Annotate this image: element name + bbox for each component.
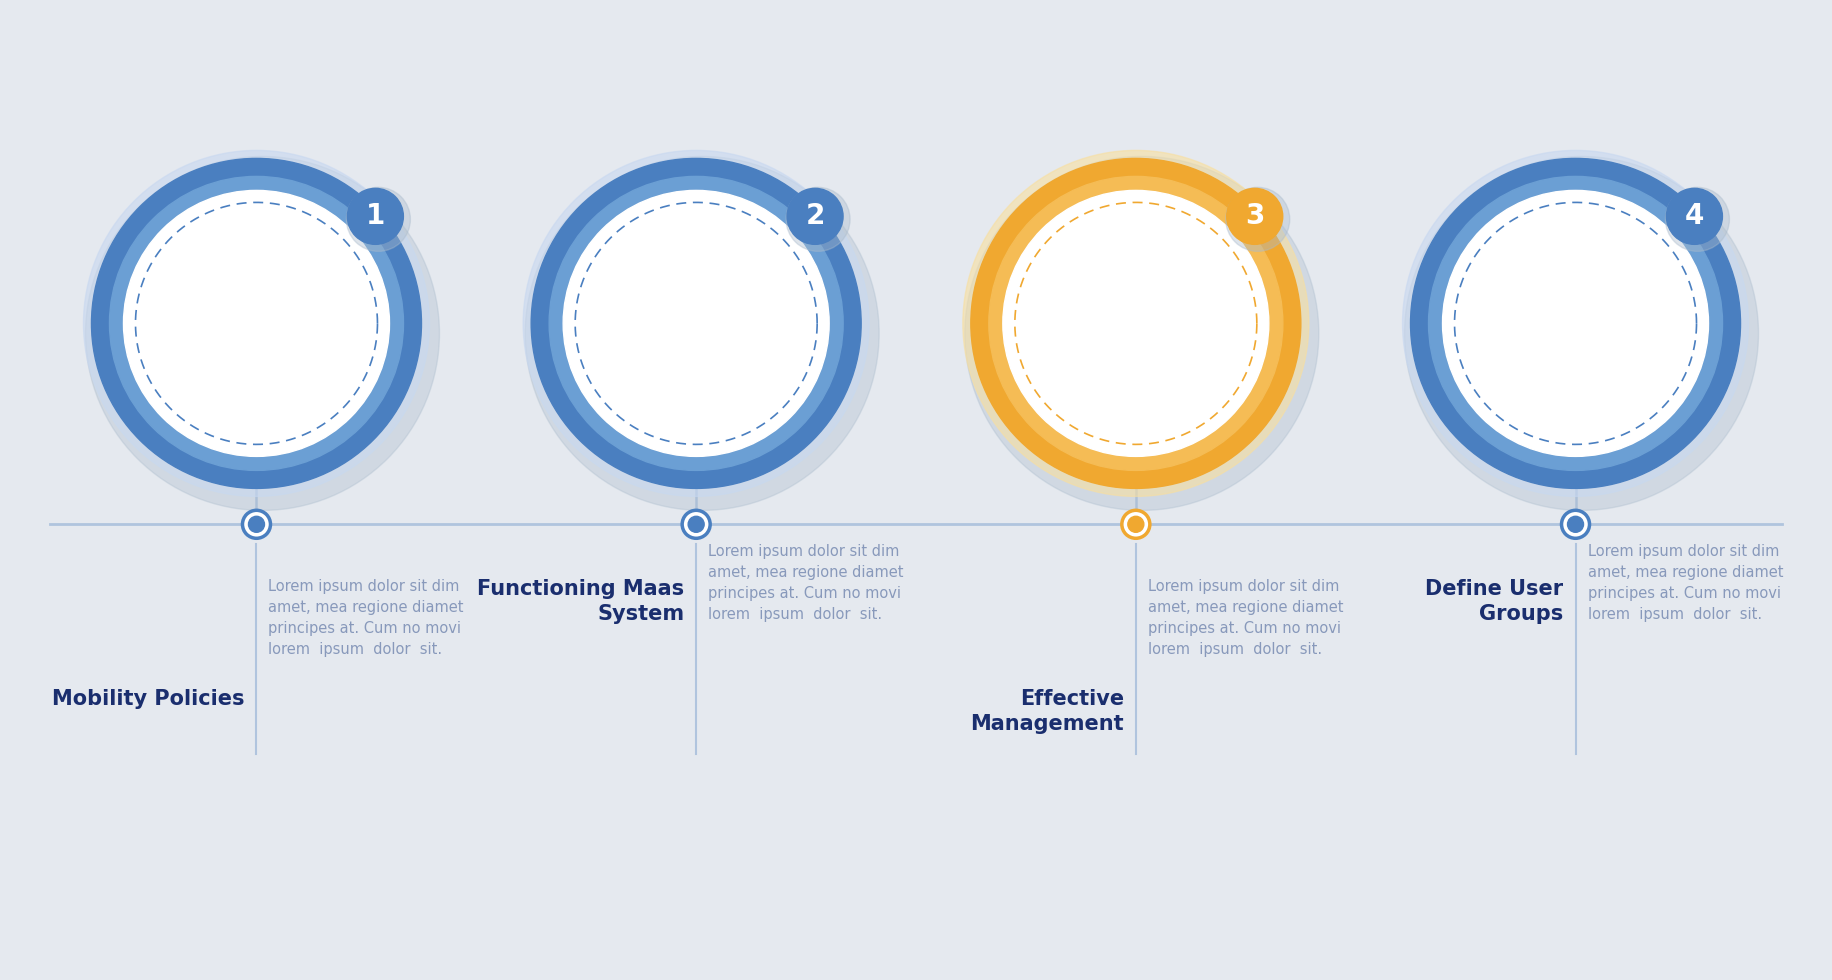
Ellipse shape — [971, 159, 1301, 488]
Text: Lorem ipsum dolor sit dim
amet, mea regione diamet
principes at. Cum no movi
lor: Lorem ipsum dolor sit dim amet, mea regi… — [269, 579, 463, 658]
Ellipse shape — [964, 150, 1308, 497]
Ellipse shape — [550, 176, 843, 470]
Ellipse shape — [1667, 188, 1722, 244]
Ellipse shape — [249, 516, 264, 532]
Ellipse shape — [1121, 511, 1150, 538]
Text: 2: 2 — [806, 202, 824, 230]
Ellipse shape — [1226, 187, 1290, 251]
Text: Lorem ipsum dolor sit dim
amet, mea regione diamet
principes at. Cum no movi
lor: Lorem ipsum dolor sit dim amet, mea regi… — [709, 544, 903, 622]
Ellipse shape — [110, 176, 403, 470]
Text: Lorem ipsum dolor sit dim
amet, mea regione diamet
principes at. Cum no movi
lor: Lorem ipsum dolor sit dim amet, mea regi… — [1588, 544, 1783, 622]
Ellipse shape — [123, 190, 390, 457]
Ellipse shape — [1227, 188, 1282, 244]
Ellipse shape — [1129, 516, 1143, 532]
Ellipse shape — [346, 187, 410, 251]
Ellipse shape — [788, 188, 843, 244]
Text: Functioning Maas
System: Functioning Maas System — [476, 579, 683, 624]
Ellipse shape — [682, 511, 711, 538]
Ellipse shape — [86, 157, 440, 511]
Ellipse shape — [1665, 187, 1729, 251]
Ellipse shape — [1568, 516, 1583, 532]
Text: Lorem ipsum dolor sit dim
amet, mea regione diamet
principes at. Cum no movi
lor: Lorem ipsum dolor sit dim amet, mea regi… — [1149, 579, 1343, 658]
Ellipse shape — [1403, 150, 1748, 497]
Ellipse shape — [989, 176, 1282, 470]
Ellipse shape — [92, 159, 421, 488]
Ellipse shape — [531, 159, 861, 488]
Ellipse shape — [689, 516, 703, 532]
Ellipse shape — [1405, 157, 1759, 511]
Ellipse shape — [1002, 190, 1270, 457]
Text: 1: 1 — [366, 202, 385, 230]
Ellipse shape — [1411, 159, 1740, 488]
Text: 4: 4 — [1685, 202, 1704, 230]
Ellipse shape — [348, 188, 403, 244]
Ellipse shape — [1442, 190, 1709, 457]
Text: Define User
Groups: Define User Groups — [1425, 579, 1563, 624]
Text: Effective
Management: Effective Management — [971, 689, 1123, 734]
Ellipse shape — [526, 157, 879, 511]
Text: 3: 3 — [1246, 202, 1264, 230]
Ellipse shape — [84, 150, 429, 497]
Ellipse shape — [786, 187, 850, 251]
Ellipse shape — [965, 157, 1319, 511]
Text: Mobility Policies: Mobility Policies — [51, 689, 244, 710]
Ellipse shape — [242, 511, 271, 538]
Ellipse shape — [1561, 511, 1590, 538]
Ellipse shape — [562, 190, 830, 457]
Ellipse shape — [524, 150, 868, 497]
Ellipse shape — [1429, 176, 1722, 470]
